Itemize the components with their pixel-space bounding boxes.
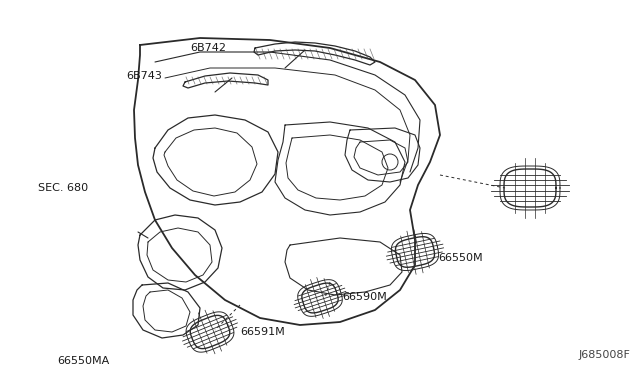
Text: J685008F: J685008F	[578, 350, 630, 360]
Text: 66550MA: 66550MA	[58, 356, 110, 366]
Text: 66550M: 66550M	[438, 253, 483, 263]
Text: SEC. 680: SEC. 680	[38, 183, 88, 193]
Text: 6B742: 6B742	[191, 43, 227, 52]
Text: 6B743: 6B743	[127, 71, 163, 81]
Text: 66590M: 66590M	[342, 292, 387, 302]
Text: 66591M: 66591M	[240, 327, 285, 337]
